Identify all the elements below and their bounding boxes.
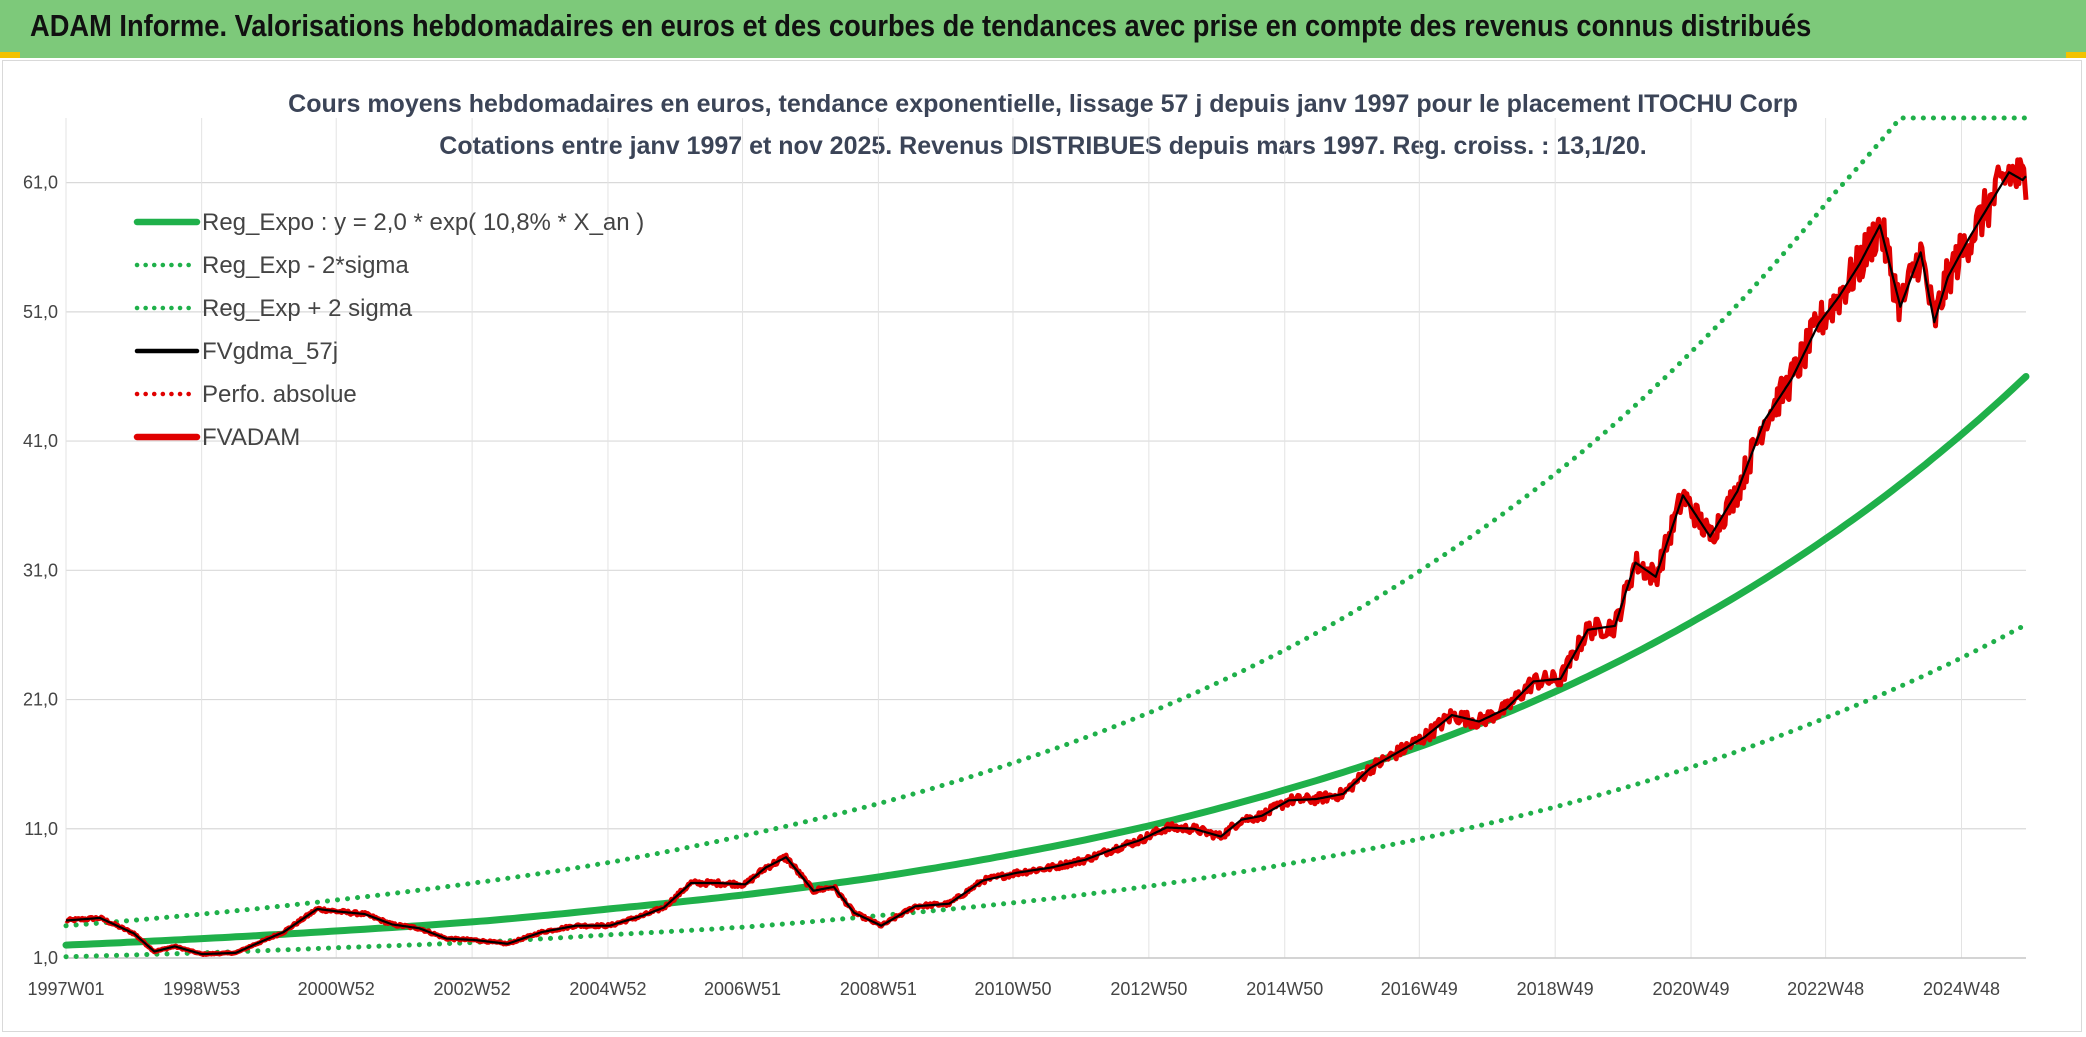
x-tick-label: 2014W50 [1246, 979, 1323, 999]
chart-frame [2, 60, 2082, 1032]
x-tick-label: 2022W48 [1787, 979, 1864, 999]
legend: Reg_Expo : y = 2,0 * exp( 10,8% * X_an )… [133, 209, 644, 451]
y-tick-label: 31,0 [23, 560, 58, 580]
x-tick-label: 2012W50 [1110, 979, 1187, 999]
x-tick-label: 2024W48 [1923, 979, 2000, 999]
series-group [62, 115, 2030, 960]
x-tick-label: 1997W01 [27, 979, 104, 999]
page-title: ADAM Informe. Valorisations hebdomadaire… [30, 8, 1812, 43]
y-tick-label: 41,0 [23, 431, 58, 451]
reg-minus-2sigma-line [63, 622, 2029, 960]
legend-label: FVADAM [202, 424, 300, 451]
corner-marker-left [0, 52, 20, 58]
x-tick-label: 2000W52 [298, 979, 375, 999]
y-axis-ticks: 1,0 11,0 21,0 31,0 41,0 51,0 61,0 [23, 173, 58, 968]
x-tick-label: 2008W51 [840, 979, 917, 999]
corner-marker-right [2066, 52, 2086, 58]
header-banner: ADAM Informe. Valorisations hebdomadaire… [0, 0, 2086, 58]
chart-title-line2: Cotations entre janv 1997 et nov 2025. R… [439, 132, 1646, 160]
x-tick-label: 1998W53 [163, 979, 240, 999]
grid [65, 118, 2026, 959]
legend-label: Perfo. absolue [202, 381, 357, 408]
legend-item: Reg_Exp + 2 sigma [134, 295, 413, 322]
y-tick-label: 1,0 [33, 948, 58, 968]
y-tick-label: 61,0 [23, 173, 58, 193]
x-tick-label: 2016W49 [1381, 979, 1458, 999]
legend-label: Reg_Exp + 2 sigma [202, 295, 413, 322]
legend-label: Reg_Exp - 2*sigma [202, 252, 409, 279]
x-tick-label: 2004W52 [569, 979, 646, 999]
reg-plus-2sigma-line [63, 115, 2029, 929]
x-tick-label: 2018W49 [1517, 979, 1594, 999]
y-tick-label: 11,0 [24, 819, 58, 839]
chart-title-line1: Cours moyens hebdomadaires en euros, ten… [288, 90, 1798, 118]
legend-item: Perfo. absolue [134, 381, 357, 408]
reg-expo-line [62, 373, 2030, 949]
x-axis-ticks: 1997W01 1998W53 2000W52 2002W52 2004W52 2006W… [27, 979, 2000, 999]
legend-item: Reg_Exp - 2*sigma [134, 252, 409, 279]
y-tick-label: 21,0 [23, 690, 58, 710]
x-tick-label: 2006W51 [704, 979, 781, 999]
legend-item: FVADAM [133, 424, 300, 451]
legend-item: FVgdma_57j [134, 338, 338, 365]
x-tick-label: 2020W49 [1653, 979, 1730, 999]
legend-label: FVgdma_57j [202, 338, 338, 365]
legend-item: Reg_Expo : y = 2,0 * exp( 10,8% * X_an ) [133, 209, 644, 236]
fvgdma-57j-line [65, 171, 2027, 956]
x-tick-label: 2010W50 [974, 979, 1051, 999]
y-tick-label: 51,0 [23, 302, 58, 322]
x-tick-label: 2002W52 [434, 979, 511, 999]
legend-label: Reg_Expo : y = 2,0 * exp( 10,8% * X_an ) [202, 209, 644, 236]
